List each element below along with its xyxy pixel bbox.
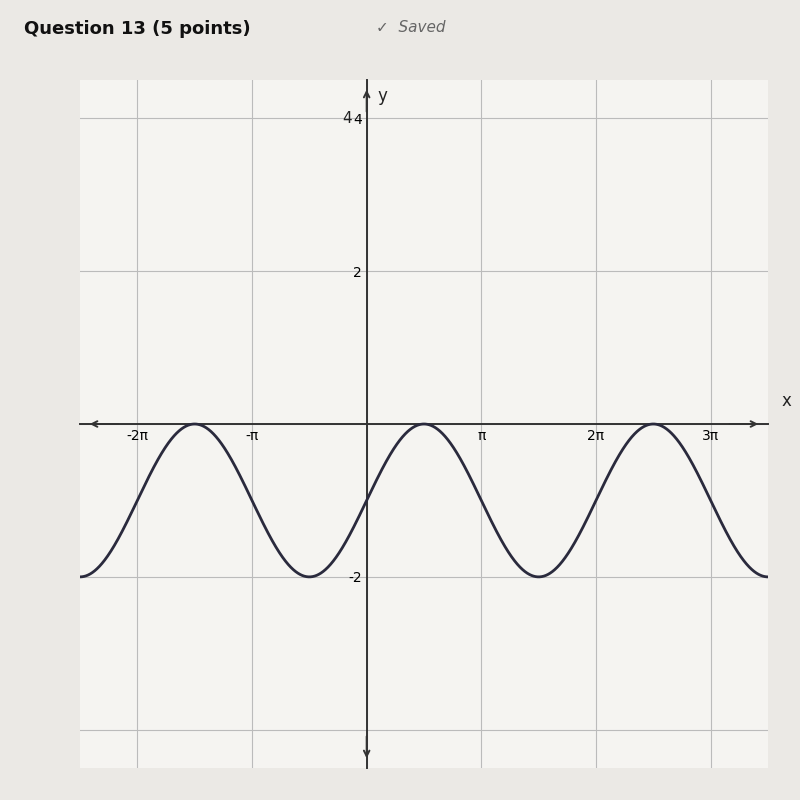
Text: Question 13 (5 points): Question 13 (5 points) (24, 20, 250, 38)
Text: y: y (378, 87, 387, 105)
Text: ✓  Saved: ✓ Saved (376, 20, 446, 35)
Text: 4: 4 (342, 110, 352, 126)
Text: x: x (782, 392, 792, 410)
